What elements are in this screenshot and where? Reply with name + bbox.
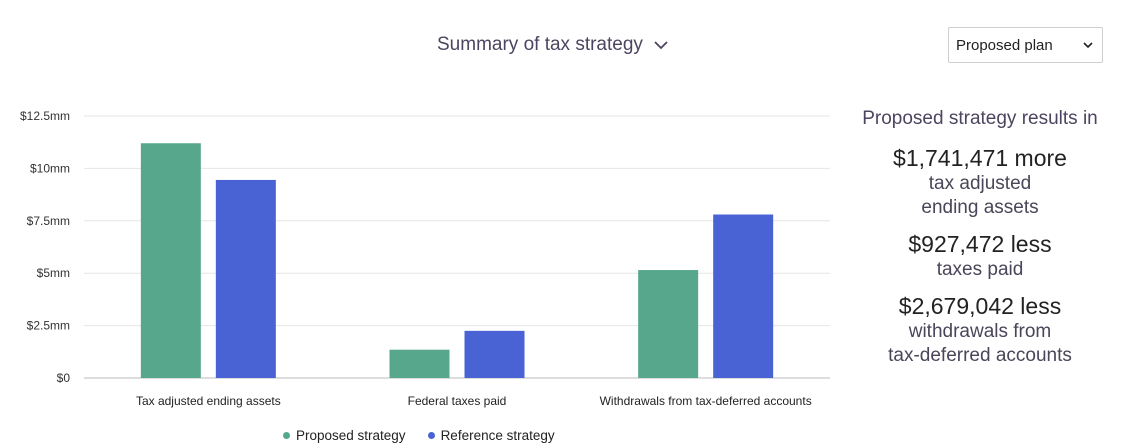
results-heading: Proposed strategy results in [862,108,1098,129]
result-description: taxes paid [936,259,1024,280]
y-tick-label: $7.5mm [27,214,70,228]
legend-item-proposed[interactable]: Proposed strategy [283,428,406,443]
y-tick-label: $0 [57,371,71,385]
bar-proposed [638,270,699,378]
result-taxes-paid: $927,472 less taxes paid [848,230,1112,282]
y-tick-label: $12.5mm [20,109,70,123]
legend-dot-proposed [283,432,290,439]
legend-label-reference: Reference strategy [440,428,555,443]
summary-dropdown[interactable]: Summary of tax strategy [437,34,669,56]
y-tick-label: $5mm [37,266,70,280]
chevron-down-icon [654,41,668,50]
result-ending-assets: $1,741,471 more tax adjusted ending asse… [848,144,1112,220]
result-description: tax adjusted ending assets [921,173,1039,218]
bar-chart: $0 $2.5mm $5mm $7.5mm $10mm $12.5mm Tax adjust… [20,109,830,408]
legend-dot-reference [427,432,435,439]
bar-reference [464,330,525,378]
plan-select-value: Proposed plan [956,36,1053,54]
bar-proposed [140,143,201,378]
y-tick-label: $10mm [30,161,70,175]
bar-proposed [389,349,450,378]
x-tick-label: Withdrawals from tax-deferred accounts [600,394,812,408]
result-value: $927,472 less [908,231,1052,257]
chart-legend: Proposed strategy Reference strategy [283,428,555,443]
result-description: withdrawals from tax-deferred accounts [888,321,1072,366]
legend-item-reference[interactable]: Reference strategy [427,428,555,443]
bar-reference [215,179,276,378]
summary-title: Summary of tax strategy [437,34,643,55]
legend-label-proposed: Proposed strategy [296,428,406,443]
bar-reference [713,214,774,378]
results-panel: Proposed strategy results in $1,741,471 … [848,108,1112,378]
x-tick-label: Federal taxes paid [408,394,507,408]
result-value: $1,741,471 more [893,145,1067,171]
result-value: $2,679,042 less [898,293,1062,319]
y-tick-label: $2.5mm [27,319,70,333]
x-tick-label: Tax adjusted ending assets [136,394,281,408]
plan-select[interactable]: Proposed plan [948,27,1103,63]
result-withdrawals: $2,679,042 less withdrawals from tax-def… [848,292,1112,368]
chevron-down-icon [1083,42,1093,49]
